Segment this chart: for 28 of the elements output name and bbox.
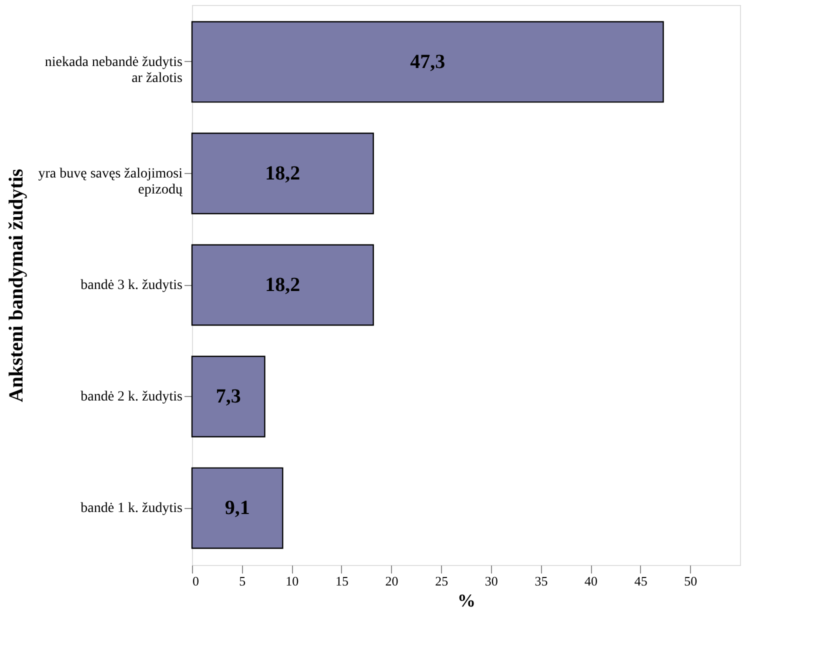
x-tick-label: 20 <box>385 574 398 588</box>
y-tick-label: niekada nebandė žudytis ar žalotis <box>44 54 182 86</box>
x-tick-label: 15 <box>335 574 348 588</box>
data-label: 47,3 <box>410 50 446 73</box>
x-tick-label: 30 <box>484 574 498 588</box>
x-tick-label: 10 <box>286 574 299 588</box>
x-tick-label: 35 <box>534 574 548 588</box>
bar <box>191 244 374 326</box>
y-axis-title: Anksteni bandymai žudytis <box>5 168 28 402</box>
bar <box>191 356 266 438</box>
bar <box>191 21 664 103</box>
bar <box>191 467 284 549</box>
x-tick-label: 50 <box>684 574 698 588</box>
x-tick-label: 0 <box>192 574 199 588</box>
data-label: 18,2 <box>265 162 300 184</box>
x-tick-label: 40 <box>584 574 598 588</box>
y-tick-label: bandė 2 k. žudytis <box>80 390 182 405</box>
data-label: 9,1 <box>224 497 250 520</box>
data-label: 18,2 <box>265 274 300 296</box>
y-tick-label: bandė 1 k. žudytis <box>80 501 182 516</box>
x-tick-label: 45 <box>634 574 648 588</box>
y-tick-label: yra buvę savęs žalojimosi epizodų <box>38 166 183 198</box>
x-tick-label: 5 <box>239 574 246 588</box>
data-label: 7,3 <box>216 386 241 408</box>
bar <box>191 132 374 214</box>
x-axis-title: % <box>458 590 476 610</box>
y-tick-label: bandė 3 k. žudytis <box>80 278 182 293</box>
x-tick-label: 25 <box>435 574 448 588</box>
